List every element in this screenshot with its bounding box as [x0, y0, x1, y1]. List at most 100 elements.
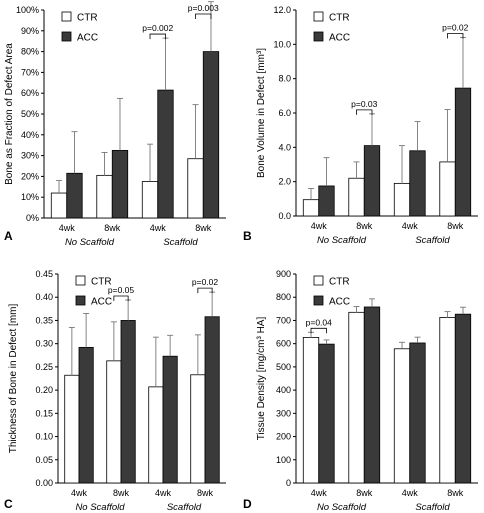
y-tick-label: 80%	[21, 47, 39, 57]
significance-bracket	[149, 33, 166, 40]
bar-acc	[363, 306, 381, 484]
bar-ctr	[148, 386, 164, 484]
y-axis-title: Bone Volume in Defect [mm³]	[256, 48, 267, 178]
y-tick-label: 0.45	[35, 269, 53, 279]
bar-ctr	[439, 317, 456, 484]
legend-label-ctr: CTR	[91, 277, 112, 288]
y-tick-label: 200	[276, 432, 291, 442]
bar-acc	[318, 343, 335, 484]
x-tick-label: 8wk	[447, 488, 464, 498]
y-tick-label: 0.30	[35, 339, 53, 349]
legend-label-ctr: CTR	[329, 13, 350, 24]
bar-ctr	[106, 360, 122, 484]
x-tick-label: 4wk	[150, 223, 167, 233]
y-tick-label: 800	[276, 292, 291, 302]
y-tick-label: 2.0	[278, 177, 291, 187]
significance-bracket	[447, 33, 464, 39]
bar-ctr	[64, 374, 80, 484]
y-tick-label: 20%	[21, 171, 39, 181]
panel-b: 0.0 2.0 4.0 6.0 8.0 10.0 12.0 Bone Volume in De…	[243, 5, 478, 246]
significance-bracket	[310, 327, 327, 334]
bar-ctr	[302, 336, 320, 484]
panel-letter: D	[243, 497, 252, 511]
p-value-label: p=0.02	[192, 277, 219, 287]
x-tick-label: 8wk	[356, 221, 373, 231]
legend-swatch-ctr	[75, 275, 86, 286]
bar-ctr	[50, 192, 68, 219]
legend-swatch-ctr	[313, 275, 324, 286]
legend-label-acc: ACC	[329, 297, 350, 308]
legend-swatch-acc	[61, 31, 72, 42]
bar-acc	[409, 342, 426, 484]
y-tick-label: 300	[276, 408, 291, 418]
y-tick-label: 0	[286, 478, 291, 488]
y-tick-label: 12.0	[273, 5, 291, 15]
bar-acc	[66, 172, 83, 219]
significance-bracket	[197, 287, 213, 294]
x-tick-label: 8wk	[356, 488, 373, 498]
y-tick-label: 100%	[16, 5, 39, 15]
bar-acc	[157, 89, 174, 219]
y-tick-label: 10.0	[273, 39, 291, 49]
x-tick-label: 4wk	[155, 488, 172, 498]
y-tick-label: 0.20	[35, 385, 53, 395]
y-tick-label: 50%	[21, 109, 39, 119]
y-tick-label: 0%	[26, 213, 39, 223]
bar-acc	[162, 355, 178, 484]
y-tick-label: 700	[276, 315, 291, 325]
y-tick-label: 60%	[21, 88, 39, 98]
y-tick-label: 10%	[21, 192, 39, 202]
y-tick-label: 0.15	[35, 408, 53, 418]
x-tick-label: 4wk	[402, 221, 419, 231]
p-value-label: p=0.03	[351, 99, 378, 109]
bar-ctr	[187, 158, 204, 219]
legend-label-acc: ACC	[91, 297, 112, 308]
x-tick-label: 4wk	[311, 488, 328, 498]
legend-label-acc: ACC	[329, 33, 350, 44]
y-tick-label: 400	[276, 385, 291, 395]
significance-bracket	[113, 295, 129, 302]
y-tick-label: 100	[276, 455, 291, 465]
panel-a: 0% 10% 20% 30% 40% 50% 60% 70% 80% 90% 100% Bone as…	[4, 1, 226, 248]
legend-swatch-ctr	[61, 11, 72, 22]
bar-ctr	[190, 374, 206, 484]
legend-swatch-acc	[313, 295, 324, 306]
x-tick-label: 4wk	[71, 488, 88, 498]
panel-letter: A	[4, 229, 13, 243]
y-tick-label: 900	[276, 269, 291, 279]
y-tick-label: 0.10	[35, 432, 53, 442]
y-tick-label: 0.40	[35, 292, 53, 302]
y-tick-label: 30%	[21, 151, 39, 161]
x-tick-label: 8wk	[195, 223, 212, 233]
y-axis-title: Bone as Fraction of Defect Area	[4, 43, 15, 185]
y-tick-label: 6.0	[278, 108, 291, 118]
bar-acc	[409, 150, 426, 217]
panel-letter: C	[4, 497, 13, 511]
y-tick-label: 0.35	[35, 315, 53, 325]
group-label: No Scaffold	[65, 237, 115, 248]
legend-label-acc: ACC	[77, 33, 98, 44]
x-tick-label: 8wk	[447, 221, 464, 231]
bar-acc	[363, 145, 381, 217]
panel-c: 0.00 0.05 0.10 0.15 0.20 0.25 0.30 0.35 0.40 0.45…	[4, 269, 226, 513]
y-tick-label: 600	[276, 339, 291, 349]
x-tick-label: 4wk	[311, 221, 328, 231]
y-tick-label: 0.0	[278, 211, 291, 221]
group-label: No Scaffold	[317, 235, 367, 246]
x-tick-label: 8wk	[197, 488, 214, 498]
y-tick-label: 40%	[21, 130, 39, 140]
bar-ctr	[439, 161, 456, 217]
bar-acc	[454, 87, 472, 217]
group-label: Scaffold	[415, 502, 450, 513]
y-axis-title: Thickness of Bone in Defect [mm]	[8, 304, 19, 454]
x-tick-label: 8wk	[104, 223, 121, 233]
panel-letter: B	[243, 229, 252, 243]
y-tick-label: 0.00	[35, 478, 53, 488]
group-label: Scaffold	[167, 502, 202, 513]
y-tick-label: 4.0	[278, 142, 291, 152]
bar-acc	[202, 51, 220, 219]
legend-label-ctr: CTR	[329, 277, 350, 288]
legend-swatch-acc	[75, 295, 86, 306]
p-value-label: p=0.04	[306, 317, 333, 327]
